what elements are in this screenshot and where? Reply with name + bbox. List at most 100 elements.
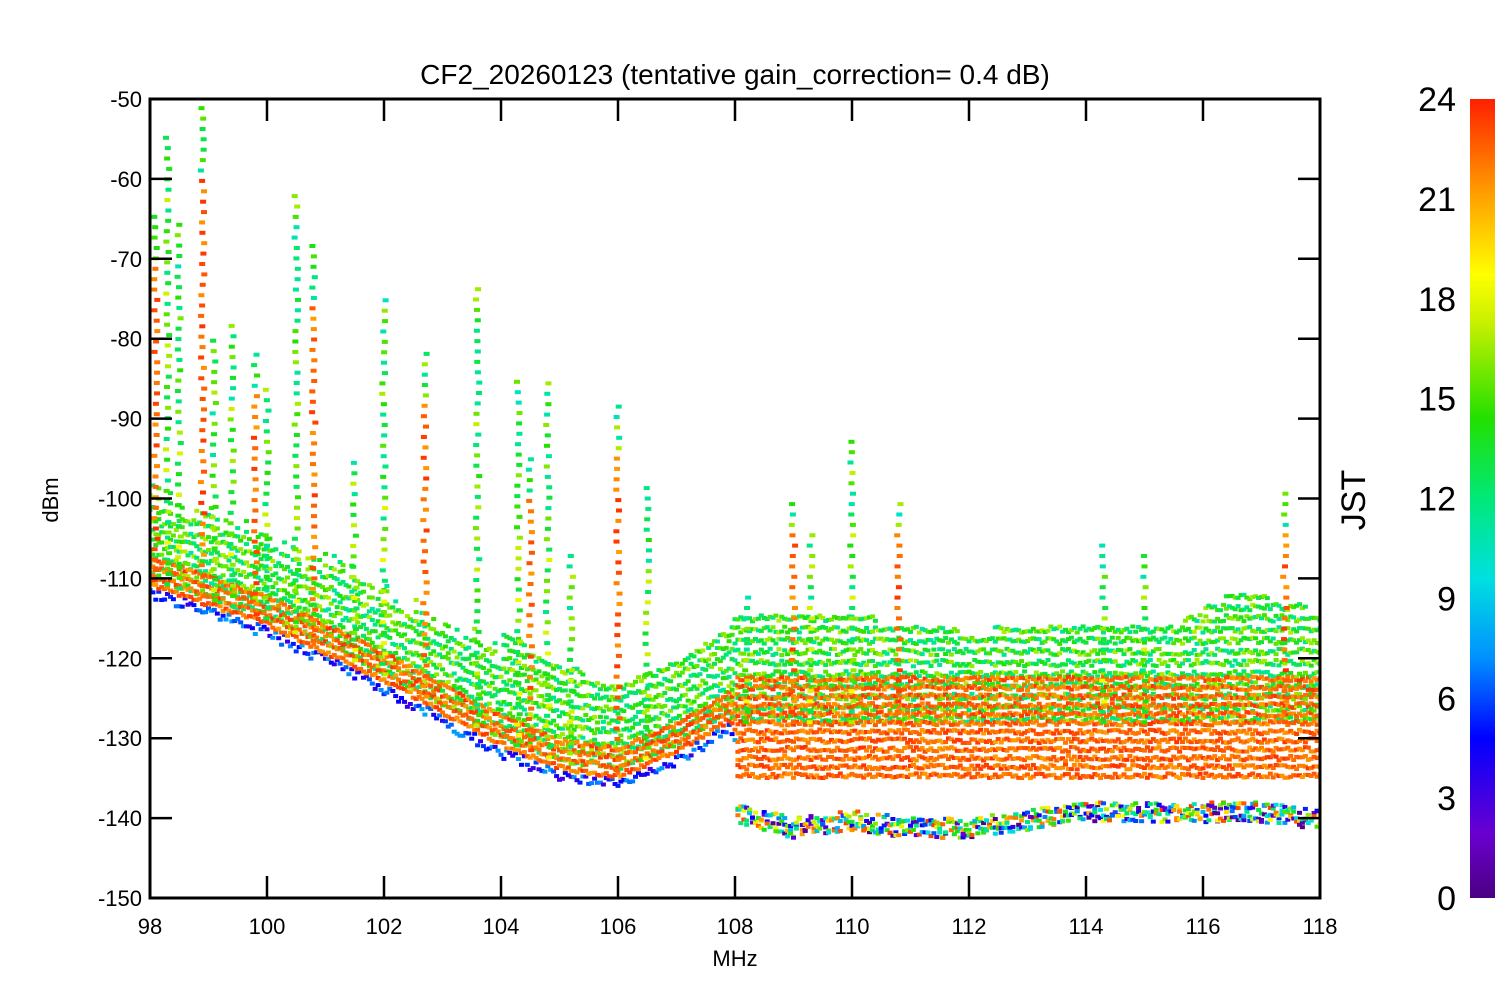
data-point [785,828,791,833]
data-point [723,634,729,639]
data-point [156,589,162,594]
data-point [264,537,270,542]
data-point [194,589,200,594]
data-point [884,703,890,708]
data-point [571,727,577,732]
data-point [507,690,513,695]
data-point [802,745,808,749]
data-point [668,697,674,701]
data-point [826,637,832,642]
data-point [931,740,937,745]
data-point [270,548,276,553]
data-point [864,672,870,677]
data-point [375,635,381,640]
data-point [858,729,864,734]
data-point [170,533,176,538]
data-point [641,697,647,702]
data-point [510,714,516,719]
data-point [791,739,796,744]
data-point [381,613,387,618]
data-point [217,587,223,592]
data-point [539,729,545,734]
data-point [156,559,162,564]
data-point [287,617,293,622]
data-point [387,674,393,679]
data-point [442,622,448,627]
data-point [978,647,984,652]
data-point [270,591,276,596]
data-point [475,707,481,712]
data-point [858,817,864,822]
data-point [516,704,521,709]
chart-title: CF2_20260123 (tentative gain_correction=… [420,59,1050,90]
data-point [343,634,349,639]
data-point [890,628,896,633]
data-point [185,583,191,588]
data-point [717,705,723,710]
data-point [156,578,162,583]
data-point [565,726,571,731]
data-point [1004,713,1010,718]
data-point [501,687,507,692]
data-point [554,766,560,770]
data-point [703,706,709,711]
data-point [870,756,875,761]
data-point [753,709,758,714]
data-point [709,674,715,679]
data-point [255,586,261,591]
data-point [948,629,954,634]
data-point [992,704,998,708]
data-point [387,651,393,656]
data-point [536,669,542,674]
data-point [741,738,747,743]
data-point [951,765,957,769]
data-point [922,705,928,710]
data-point [565,693,571,698]
data-point [969,691,975,696]
data-point [814,766,820,771]
data-point [937,679,943,684]
data-point [925,693,931,698]
data-point [325,643,331,648]
data-point [472,718,478,723]
data-point [606,763,612,768]
data-point [864,766,870,771]
data-point [761,712,767,717]
data-point [691,720,697,725]
data-point [674,733,679,738]
data-point [878,756,884,761]
data-point [826,673,832,678]
data-point [890,672,896,677]
data-point [796,737,802,742]
data-point [946,685,951,690]
data-point [486,646,492,651]
data-point [910,757,916,762]
data-point [1016,719,1022,724]
data-point [589,716,595,721]
data-point [966,766,972,771]
data-point [568,704,574,709]
data-point [796,675,802,680]
data-point [788,714,794,719]
data-point [948,722,954,727]
data-point [577,753,583,758]
data-point [475,709,481,714]
data-point [893,682,899,687]
data-point [442,713,448,718]
data-point [267,633,273,638]
data-point [402,656,407,661]
data-point [636,731,641,736]
data-point [577,716,583,721]
data-point [671,686,677,691]
data-point [767,720,773,725]
data-point [893,694,899,699]
data-point [916,674,922,679]
data-point [726,722,732,727]
data-point [987,637,992,641]
data-point [893,765,899,769]
data-point [384,626,390,630]
data-point [1007,765,1013,770]
data-point [1022,664,1028,668]
data-point [627,728,633,733]
data-point [305,651,311,656]
